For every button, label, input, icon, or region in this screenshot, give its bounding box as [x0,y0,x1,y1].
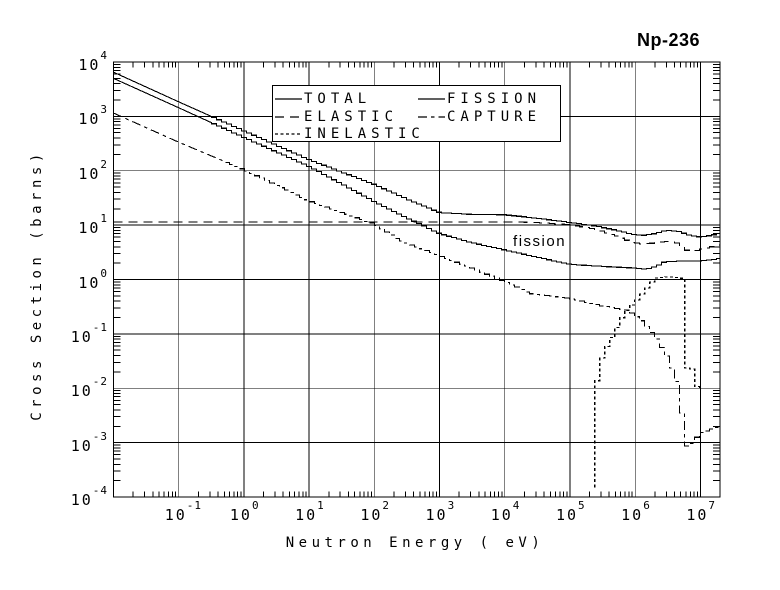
y-tick-label: 104 [78,49,108,74]
legend-item-capture: CAPTURE [418,109,541,125]
legend-label: ELASTIC [304,108,399,125]
y-tick-label: 101 [78,212,108,238]
plot-frame [112,61,721,498]
legend-label: FISSION [447,91,542,107]
curve-elastic [113,221,720,252]
x-tick-label: 101 [295,499,325,524]
y-tick-label: 10-4 [70,484,108,509]
y-axis-label: Cross Section (barns) [29,149,45,421]
y-tick-label: 103 [78,103,108,129]
y-tick-label: 10-3 [70,429,108,455]
legend-item-inelastic: INELASTIC [275,126,425,142]
plot-title: Np-236 [636,30,700,50]
legend-item-total: TOTAL [275,91,371,107]
legend-box: TOTAL ELASTIC INELASTIC FISSION CAPTURE [272,85,561,142]
x-tick-label: 102 [360,499,391,524]
x-tick-label: 100 [229,499,260,524]
y-tick-label: 102 [78,157,108,183]
curve-capture [113,112,720,447]
curve-inelastic [594,276,702,488]
capture-line-sample [418,115,445,118]
legend-label: TOTAL [304,91,372,107]
y-tick-label: 100 [78,266,108,292]
curve-fission [113,77,720,270]
x-tick-label: 104 [490,499,521,524]
legend-label: INELASTIC [304,126,425,142]
x-tick-label: 106 [621,499,651,524]
legend-label: CAPTURE [447,108,542,125]
x-tick-label: 107 [686,499,717,524]
inelastic-line-sample [275,133,302,135]
fission-annotation: fission [513,232,567,250]
total-line-sample [275,98,302,100]
x-tick-label: 105 [555,499,586,524]
legend-item-elastic: ELASTIC [275,109,398,125]
y-tick-label: 10-1 [70,320,108,346]
y-tick-label: 10-2 [70,375,108,401]
legend-item-fission: FISSION [418,91,541,107]
fission-line-sample [418,98,445,100]
elastic-line-sample [275,115,302,118]
x-axis-label: Neutron Energy ( eV) [285,535,545,551]
x-tick-label: 10-1 [164,499,203,524]
curve-total [113,71,720,238]
x-tick-label: 103 [425,499,456,524]
